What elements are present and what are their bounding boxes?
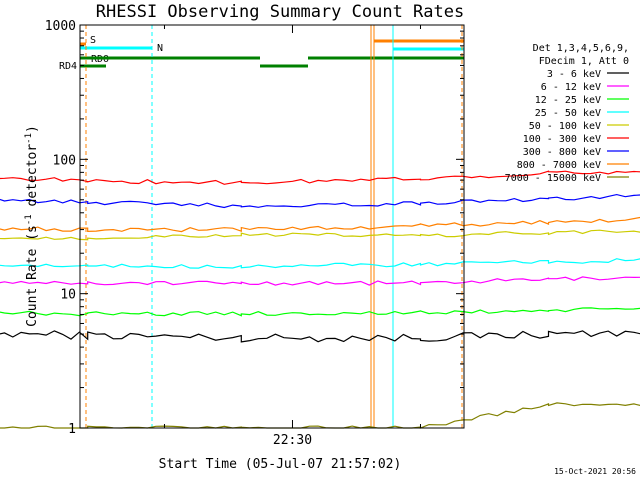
- series-line: [0, 276, 640, 286]
- x-axis-label: Start Time (05-Jul-07 21:57:02): [159, 457, 402, 472]
- y-axis-label-mid: detector: [25, 144, 40, 215]
- legend-entry-label: 25 - 50 keV: [535, 108, 601, 119]
- legend-entry-label: 6 - 12 keV: [541, 82, 601, 93]
- axes-layer: 22:0022:1522:3022:4523:0023:1523:3011010…: [45, 19, 464, 448]
- chart-title: RHESSI Observing Summary Count Rates: [96, 2, 464, 22]
- legend-entry-label: 300 - 800 keV: [523, 147, 601, 158]
- series-line: [0, 216, 640, 233]
- legend-entry-label: 100 - 300 keV: [523, 134, 601, 145]
- legend-entry-label: 800 - 7000 keV: [517, 160, 601, 171]
- y-tick-label: 10: [60, 288, 76, 303]
- legend-entry-label: 3 - 6 keV: [547, 69, 601, 80]
- y-axis-label-prefix: Count Rate (s: [25, 225, 40, 327]
- legend-header: Det 1,3,4,5,6,9,: [533, 43, 629, 54]
- legend-entry-label: 7000 - 15000 keV: [505, 173, 601, 184]
- series-line: [0, 402, 640, 429]
- legend-entry-label: 12 - 25 keV: [535, 95, 601, 106]
- x-tick-label: 22:30: [273, 433, 312, 448]
- series-line: [0, 229, 640, 241]
- flag-label-s: S: [90, 35, 96, 46]
- y-tick-label: 100: [53, 153, 76, 168]
- y-axis-label-sup2: -1: [24, 133, 34, 144]
- timestamp: 15-Oct-2021 20:56: [554, 467, 636, 476]
- series-line: [0, 193, 640, 209]
- series-line: [0, 307, 640, 317]
- y-axis-label: Count Rate (s-1 detector-1): [24, 125, 40, 327]
- y-axis-label-sup1: -1: [24, 214, 34, 225]
- legend-header: FDecim 1, Att 0: [539, 56, 629, 67]
- y-tick-label: 1: [68, 422, 76, 437]
- series-line: [0, 258, 640, 269]
- flag-layer: SNRD4RDO: [59, 25, 464, 428]
- legend: Det 1,3,4,5,6,9, FDecim 1, Att 0 3 - 6 keV…: [505, 43, 629, 184]
- series-line: [0, 330, 640, 343]
- y-axis-label-suffix: ): [25, 125, 40, 133]
- legend-entry-label: 50 - 100 keV: [529, 121, 601, 132]
- plot-frame: [79, 24, 465, 429]
- flag-label-rd: RD4: [59, 61, 77, 72]
- y-tick-label: 1000: [45, 19, 76, 34]
- data-layer: [0, 170, 640, 429]
- flag-label-n: N: [157, 43, 163, 54]
- series-line: [0, 170, 640, 185]
